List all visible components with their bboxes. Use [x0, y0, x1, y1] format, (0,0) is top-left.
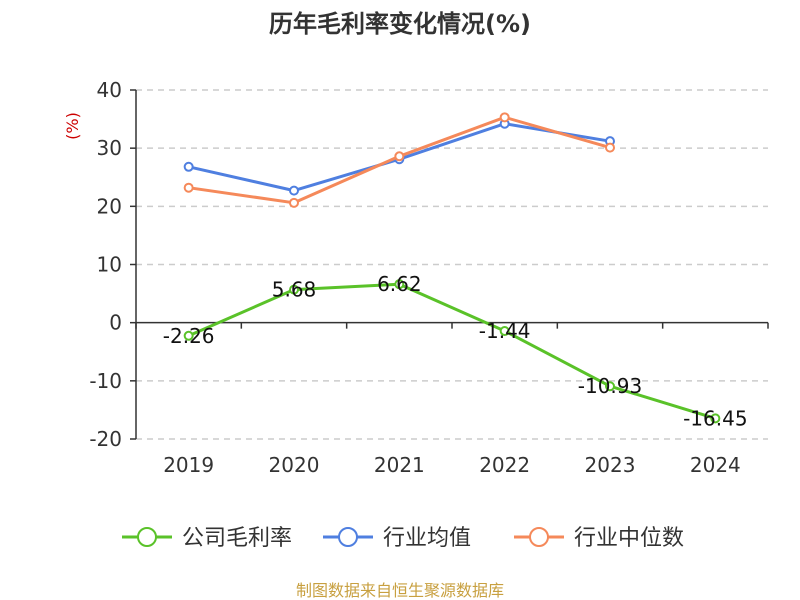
data-point: [394, 279, 405, 290]
legend[interactable]: 公司毛利率 行业均值 行业中位数: [122, 526, 684, 551]
legend-label: 行业中位数: [574, 526, 684, 551]
source-note: 制图数据来自恒生聚源数据库: [296, 581, 504, 600]
data-point: [183, 330, 194, 341]
legend-label: 行业均值: [383, 526, 471, 551]
legend-item-2[interactable]: 行业中位数: [514, 526, 684, 551]
legend-swatch-marker: [338, 527, 358, 547]
legend-label: 公司毛利率: [182, 526, 292, 551]
data-point: [605, 381, 615, 392]
data-point: [289, 185, 299, 196]
legend-item-1[interactable]: 行业均值: [323, 526, 471, 551]
data-label: 5.68: [272, 278, 317, 302]
legend-swatch-marker: [137, 527, 157, 547]
data-label: -10.93: [578, 374, 642, 398]
data-point: [499, 112, 510, 123]
data-point: [394, 151, 405, 162]
data-label: -16.45: [683, 406, 747, 430]
data-point: [605, 142, 615, 153]
series-line: [188, 282, 716, 420]
x-tick-label: 2022: [479, 453, 530, 477]
x-tick-label: 2024: [690, 453, 741, 477]
x-tick-label: 2021: [374, 453, 425, 477]
data-point: [183, 161, 194, 172]
x-tick-label: 2020: [269, 453, 320, 477]
data-point: [499, 326, 510, 337]
x-tick-label: 2023: [585, 453, 636, 477]
chart-title: 历年毛利率变化情况(%): [269, 10, 531, 38]
y-tick-label: 30: [97, 136, 122, 160]
y-tick-label: -10: [89, 369, 122, 393]
data-label: -1.44: [479, 319, 531, 343]
y-tick-label: -20: [89, 427, 122, 451]
data-labels: -2.26 5.68 6.62 -1.44 -10.93 -16.45: [163, 272, 748, 430]
data-point: [183, 182, 194, 193]
data-point: [289, 197, 299, 208]
data-label: -2.26: [163, 324, 215, 348]
data-point: [710, 413, 721, 424]
legend-item-0[interactable]: 公司毛利率: [122, 526, 292, 551]
x-tick-label: 2019: [163, 453, 214, 477]
series: [183, 112, 721, 424]
y-tick-label: 20: [97, 194, 122, 218]
y-tick-label: 0: [109, 311, 122, 335]
data-point: [289, 284, 299, 295]
data-label: 6.62: [377, 272, 422, 296]
y-tick-label: 10: [97, 253, 122, 277]
series-0: [183, 279, 721, 424]
axes: 40 30 20 10 0 -10 -20 2019 2020 2021 2022 2023 2024: [89, 78, 769, 477]
y-axis-label: (%): [63, 112, 82, 140]
y-tick-label: 40: [97, 78, 122, 102]
legend-swatch-marker: [529, 527, 549, 547]
series-2: [183, 112, 615, 208]
